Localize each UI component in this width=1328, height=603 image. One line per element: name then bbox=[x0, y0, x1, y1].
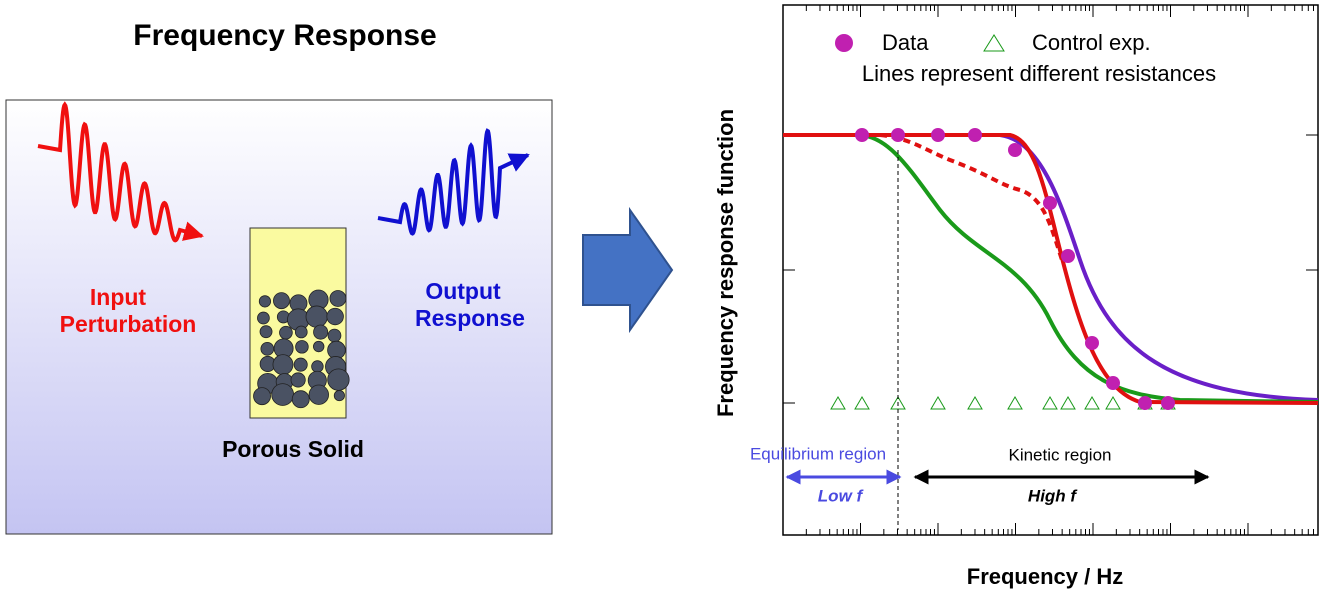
input-wave bbox=[37, 101, 204, 243]
pore bbox=[313, 324, 329, 340]
x-axis-label: Frequency / Hz bbox=[967, 564, 1123, 589]
pore bbox=[272, 354, 294, 376]
pore bbox=[273, 292, 290, 310]
legend-marker bbox=[835, 34, 853, 52]
legend-data: Data bbox=[882, 30, 929, 55]
output-wave bbox=[377, 128, 530, 236]
pore bbox=[327, 328, 342, 343]
points bbox=[830, 128, 1176, 410]
curve bbox=[783, 133, 1319, 405]
region-label: Low f bbox=[818, 486, 865, 505]
legend-control: Control exp. bbox=[1032, 30, 1151, 55]
pore bbox=[333, 390, 345, 402]
pore bbox=[290, 372, 306, 388]
pore bbox=[305, 305, 328, 328]
pore bbox=[260, 342, 275, 356]
pore bbox=[293, 357, 308, 372]
region-label: Kinetic region bbox=[1008, 445, 1111, 464]
curve bbox=[879, 133, 1064, 261]
dot bbox=[1106, 376, 1120, 390]
region-label: High f bbox=[1028, 486, 1078, 505]
pore bbox=[258, 295, 272, 308]
dot bbox=[1061, 249, 1075, 263]
pore bbox=[327, 368, 350, 391]
pore bbox=[311, 360, 324, 373]
dot bbox=[1161, 396, 1175, 410]
pore bbox=[326, 307, 344, 326]
legend-note: Lines represent different resistances bbox=[862, 61, 1216, 86]
ticks bbox=[783, 5, 1319, 535]
triangle bbox=[854, 396, 870, 410]
dot bbox=[1138, 396, 1152, 410]
pores bbox=[253, 289, 350, 409]
dot bbox=[891, 128, 905, 142]
triangle bbox=[1042, 396, 1058, 410]
output-label: Output bbox=[425, 278, 501, 304]
curve bbox=[783, 133, 1319, 404]
triangle bbox=[967, 396, 983, 410]
y-axis-label: Frequency response function bbox=[713, 109, 738, 417]
dot bbox=[1008, 143, 1022, 157]
pore bbox=[253, 387, 271, 406]
triangle bbox=[1007, 396, 1023, 410]
input-label: Input bbox=[90, 284, 147, 310]
triangle bbox=[930, 396, 946, 410]
pore bbox=[308, 384, 329, 405]
triangle bbox=[1105, 396, 1121, 410]
triangle bbox=[1084, 396, 1100, 410]
curve bbox=[783, 133, 1319, 402]
schematic-title: Frequency Response bbox=[133, 19, 436, 52]
pore bbox=[279, 325, 293, 340]
pore bbox=[259, 325, 273, 339]
triangle bbox=[1060, 396, 1076, 410]
pore bbox=[329, 290, 347, 307]
pore bbox=[271, 383, 294, 406]
dot bbox=[855, 128, 869, 142]
triangle bbox=[830, 396, 846, 410]
legend-marker bbox=[983, 34, 1005, 52]
dot bbox=[931, 128, 945, 142]
pore bbox=[294, 325, 308, 339]
dot bbox=[1043, 196, 1057, 210]
solid-label: Porous Solid bbox=[222, 436, 364, 462]
pore bbox=[257, 311, 270, 325]
dot bbox=[968, 128, 982, 142]
dot bbox=[1085, 336, 1099, 350]
input-label: Perturbation bbox=[60, 311, 197, 337]
region-label: Equilibrium region bbox=[750, 444, 886, 463]
pore bbox=[295, 340, 309, 354]
arrow bbox=[582, 206, 674, 334]
pore bbox=[313, 340, 325, 353]
pore bbox=[291, 390, 310, 409]
output-label: Response bbox=[415, 305, 525, 331]
